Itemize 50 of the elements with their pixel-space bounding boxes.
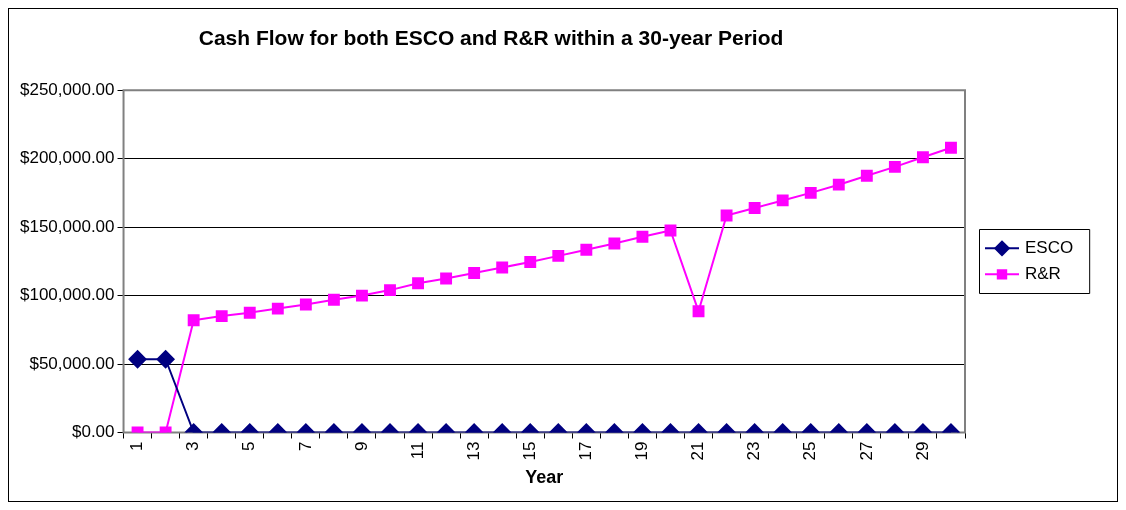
- point: [356, 289, 368, 302]
- point: [468, 267, 481, 279]
- x-tick-label: 21: [688, 441, 708, 461]
- y-tick-label: $100,000.00: [19, 285, 115, 305]
- x-tick-label: 1: [127, 441, 147, 451]
- point: [916, 151, 929, 164]
- x-tick-label: 29: [912, 441, 932, 461]
- point: [804, 186, 817, 199]
- point: [552, 249, 565, 262]
- point: [384, 284, 396, 297]
- point: [271, 302, 284, 315]
- point: [636, 230, 649, 243]
- x-tick-label: 13: [463, 441, 483, 461]
- point: [748, 202, 761, 214]
- point: [327, 293, 340, 306]
- y-tick-label: $150,000.00: [19, 216, 115, 236]
- x-tick-label: 3: [183, 441, 203, 451]
- x-tick-label: 19: [632, 441, 652, 461]
- x-tick-label: 7: [295, 441, 315, 451]
- point: [440, 272, 453, 285]
- legend-label: R&R: [1025, 264, 1061, 284]
- point: [720, 209, 733, 222]
- x-axis-title: Year: [525, 467, 564, 488]
- x-tick-label: 15: [519, 441, 539, 461]
- y-tick-label: $0.00: [71, 422, 115, 442]
- point: [608, 237, 621, 250]
- point: [496, 261, 509, 274]
- x-tick-label: 27: [856, 441, 876, 461]
- point: [776, 194, 789, 207]
- point: [580, 243, 593, 256]
- x-tick-label: 5: [239, 441, 259, 451]
- point: [860, 169, 873, 182]
- point: [832, 178, 845, 191]
- x-tick-label: 17: [576, 441, 596, 461]
- x-tick-label: 23: [744, 441, 764, 461]
- x-tick-label: 11: [407, 441, 427, 460]
- point: [524, 256, 537, 268]
- point: [243, 306, 256, 319]
- legend-label: ESCO: [1025, 238, 1074, 258]
- point: [692, 305, 705, 318]
- x-tick-label: 9: [351, 441, 371, 451]
- point: [888, 160, 901, 173]
- x-tick-label: 25: [800, 441, 820, 461]
- point: [945, 141, 957, 154]
- point: [299, 298, 312, 311]
- y-tick-label: $50,000.00: [29, 353, 115, 373]
- y-tick-label: $200,000.00: [19, 148, 115, 168]
- point: [412, 277, 424, 290]
- chart-title: Cash Flow for both ESCO and R&R within a 30-year Period: [198, 26, 784, 50]
- y-tick-label: $250,000.00: [19, 79, 115, 99]
